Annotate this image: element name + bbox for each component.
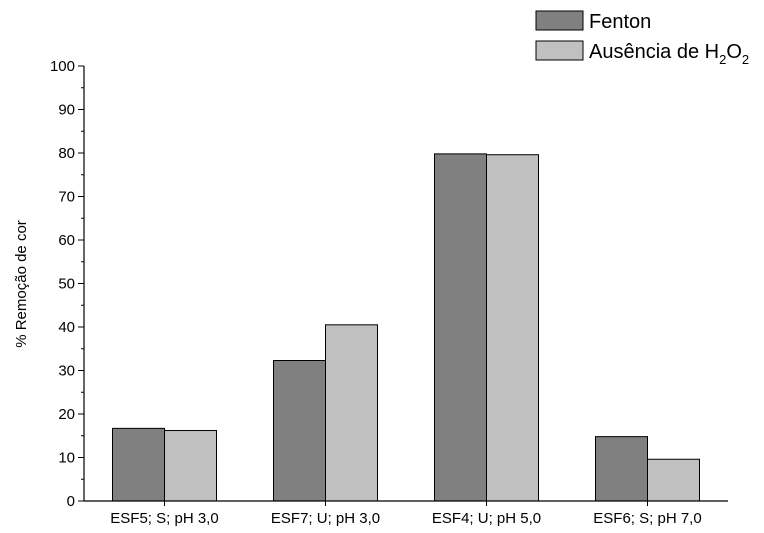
y-tick-label: 30: [58, 363, 75, 380]
legend-label-ausencia-sub2: 2: [742, 52, 749, 67]
y-tick-label: 80: [58, 145, 75, 162]
bar-fenton-3: [434, 153, 487, 502]
axes-group: ESF5; S; pH 3,0 ESF7; U; pH 3,0 ESF4; U; p…: [50, 58, 728, 527]
bars-group: [112, 153, 700, 502]
y-tick-label: 0: [67, 493, 75, 510]
legend-swatch-fenton: [535, 10, 584, 31]
bar-ausencia-2: [325, 324, 378, 502]
bar-ausencia-3: [486, 154, 539, 502]
legend-label-ausencia-mid: O: [726, 41, 742, 63]
legend-label-ausencia-main: Ausência de H: [589, 41, 719, 63]
legend-label-fenton: Fenton: [589, 11, 651, 33]
y-tick-label: 20: [58, 406, 75, 423]
y-tick-label: 90: [58, 102, 75, 119]
x-tick-label-3: ESF4; U; pH 5,0: [432, 510, 541, 527]
y-tick-label: 100: [50, 58, 75, 75]
x-tick-label-1: ESF5; S; pH 3,0: [110, 510, 218, 527]
bar-fenton-1: [112, 427, 165, 502]
legend-label-ausencia-sub1: 2: [719, 52, 726, 67]
legend-swatch-ausencia: [535, 40, 584, 61]
legend: Fenton Ausência de H2O2: [535, 10, 749, 67]
x-tick-label-4: ESF6; S; pH 7,0: [593, 510, 701, 527]
bar-fenton-4: [595, 436, 648, 502]
y-tick-label: 10: [58, 450, 75, 467]
bar-fenton-2: [273, 359, 326, 502]
y-tick-label: 60: [58, 232, 75, 249]
bar-ausencia-1: [164, 430, 217, 502]
y-axis-label: % Remoção de cor: [13, 220, 30, 348]
y-tick-label: 50: [58, 276, 75, 293]
x-tick-label-2: ESF7; U; pH 3,0: [271, 510, 380, 527]
y-tick-label: 40: [58, 319, 75, 336]
bar-ausencia-4: [647, 458, 700, 502]
y-tick-label: 70: [58, 189, 75, 206]
legend-label-ausencia: Ausência de H2O2: [589, 41, 749, 67]
